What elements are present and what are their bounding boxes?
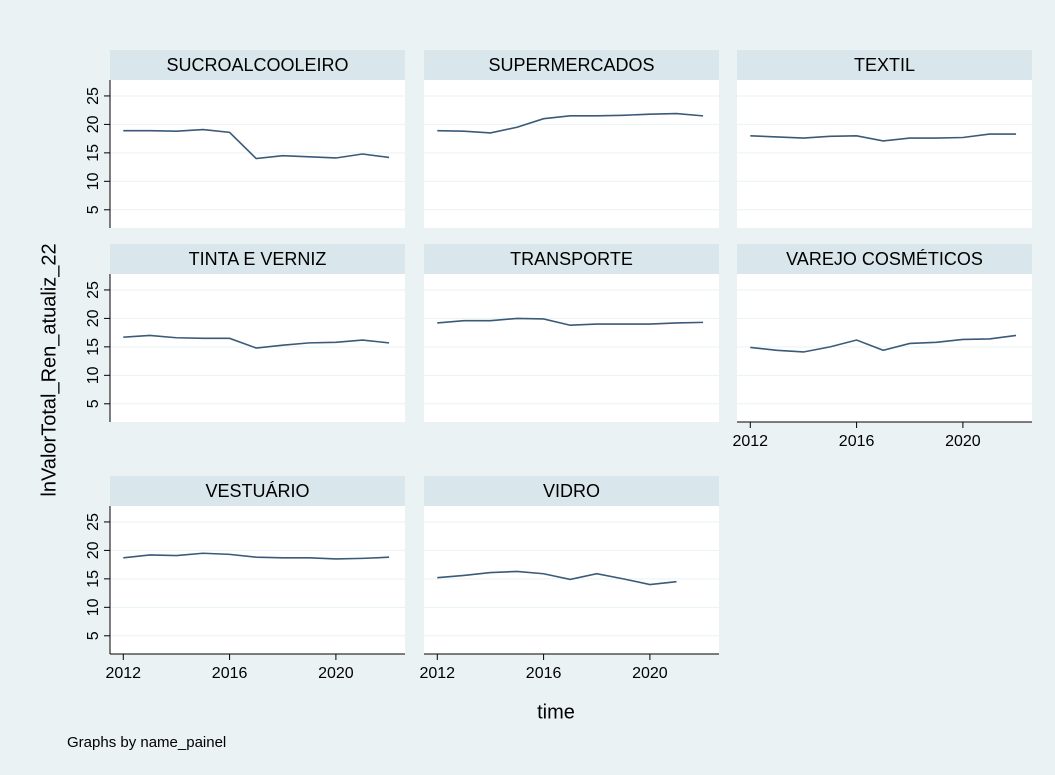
y-tick-label: 10 [85,172,102,190]
line [123,552,390,560]
panel-header [737,244,1032,274]
y-tick-label: 20 [85,115,102,133]
line [123,128,390,160]
x-tick-label: 2016 [212,665,248,682]
panel-header [424,244,719,274]
y-tick-label: 20 [85,309,102,327]
panel-title: TINTA E VERNIZ [189,249,327,269]
panel-header [424,476,719,506]
y-tick-label: 25 [85,513,102,531]
x-tick-label: 2012 [732,433,768,450]
note: Graphs by name_painel [67,734,226,751]
y-tick-label: 25 [85,87,102,105]
x-tick-label: 2012 [105,665,141,682]
panel-title: SUCROALCOOLEIRO [166,55,348,75]
line [750,133,1017,142]
line [750,334,1017,353]
panel-header [737,50,1032,80]
y-tick-label: 15 [85,570,102,588]
plot-area [424,80,719,228]
y-tick-label: 20 [85,541,102,559]
line [123,334,390,349]
plot-area [737,274,1032,422]
panel-title: TRANSPORTE [510,249,633,269]
x-tick-label: 2020 [945,433,981,450]
y-tick-label: 5 [85,205,102,214]
panel-title: VESTUÁRIO [205,481,309,501]
panel-title: TEXTIL [854,55,915,75]
y-axis-title: lnValorTotal_Ren_atualiz_22 [38,243,60,496]
x-tick-label: 2020 [632,665,668,682]
x-axis-title: time [537,701,575,723]
line [437,112,704,134]
plot-area [424,274,719,422]
plot-area [110,80,405,228]
y-tick-label: 15 [85,338,102,356]
panel-header [110,244,405,274]
panel-title: VAREJO COSMÉTICOS [786,249,983,269]
line [437,570,677,586]
y-tick-label: 10 [85,366,102,384]
panel-title: VIDRO [543,481,600,501]
plot-area [424,506,719,654]
plot-area [110,506,405,654]
x-tick-label: 2016 [526,665,562,682]
y-tick-label: 15 [85,144,102,162]
y-tick-label: 5 [85,631,102,640]
panel-header [110,50,405,80]
panel-title: SUPERMERCADOS [488,55,654,75]
y-tick-label: 5 [85,399,102,408]
x-tick-label: 2012 [419,665,455,682]
plot-area [737,80,1032,228]
panel-header [110,476,405,506]
panel-header [424,50,719,80]
line [437,317,704,327]
x-tick-label: 2016 [839,433,875,450]
x-tick-label: 2020 [318,665,354,682]
y-tick-label: 10 [85,598,102,616]
y-tick-label: 25 [85,281,102,299]
